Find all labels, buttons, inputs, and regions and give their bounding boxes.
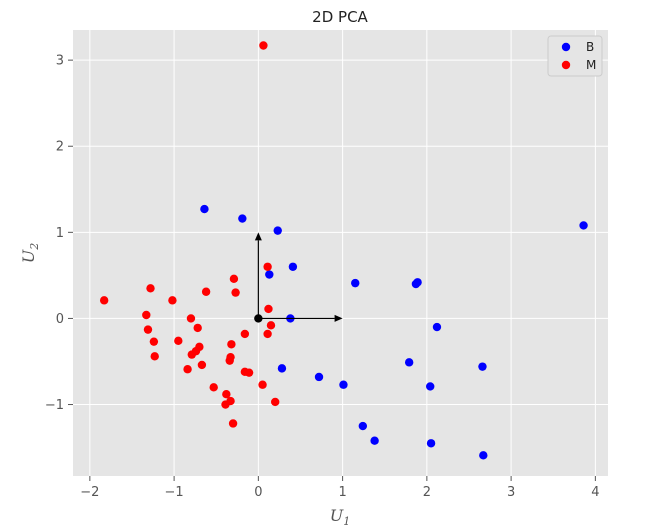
data-point-b xyxy=(314,372,324,382)
x-tick-label: −1 xyxy=(165,485,184,500)
data-point-m xyxy=(244,368,254,377)
data-point-m xyxy=(225,356,234,365)
data-point-b xyxy=(351,278,360,288)
data-point-b xyxy=(277,364,287,373)
data-point-m xyxy=(149,337,159,346)
data-point-m xyxy=(240,329,250,339)
data-point-b xyxy=(432,322,442,332)
data-point-b xyxy=(358,421,368,431)
data-point-m xyxy=(197,360,207,370)
data-point-m xyxy=(142,310,151,320)
legend-label-m: M xyxy=(586,58,596,72)
data-point-b xyxy=(265,270,274,279)
data-point-m xyxy=(174,336,183,346)
data-point-m xyxy=(263,262,272,271)
data-point-b xyxy=(426,382,435,391)
data-point-m xyxy=(259,41,268,50)
y-tick-label: −1 xyxy=(45,398,64,413)
data-point-b xyxy=(413,278,422,287)
data-point-m xyxy=(146,284,155,293)
data-point-m xyxy=(263,329,272,339)
data-point-b xyxy=(479,451,488,460)
arrow-head xyxy=(334,314,343,322)
data-points xyxy=(99,41,588,460)
y-tick-label: 2 xyxy=(56,140,64,155)
plot-background xyxy=(73,30,608,476)
data-point-m xyxy=(183,365,192,374)
data-point-m xyxy=(201,287,211,296)
data-point-m xyxy=(186,314,196,323)
x-axis-label: U1 xyxy=(330,506,350,528)
data-point-m xyxy=(258,380,267,389)
data-point-b xyxy=(200,204,209,214)
data-point-m xyxy=(227,340,236,349)
data-point-b xyxy=(404,358,414,367)
data-point-b xyxy=(273,226,282,235)
x-axis-label-main: U xyxy=(330,506,344,525)
x-tick-label: 3 xyxy=(507,485,515,500)
data-point-m xyxy=(229,274,239,284)
data-point-m xyxy=(168,296,177,305)
x-axis-ticks: −2 −1 0 1 2 3 4 xyxy=(80,476,600,500)
origin-point xyxy=(254,314,263,323)
x-tick-label: 1 xyxy=(338,485,346,500)
x-tick-label: 2 xyxy=(423,485,431,500)
legend-label-b: B xyxy=(586,40,594,54)
data-point-m xyxy=(264,304,273,314)
x-axis-label-sub: 1 xyxy=(343,515,350,528)
pc-arrows xyxy=(254,232,343,323)
y-axis-ticks: −1 0 1 2 3 xyxy=(45,54,73,413)
data-point-m xyxy=(143,325,153,334)
legend-box xyxy=(547,35,603,77)
data-point-m xyxy=(193,323,202,333)
legend-marker-b xyxy=(561,42,571,52)
legend: B M xyxy=(547,35,603,77)
data-point-m xyxy=(221,400,230,409)
x-tick-label: 0 xyxy=(254,485,262,500)
data-point-b xyxy=(288,262,298,271)
y-tick-label: 1 xyxy=(56,226,64,241)
data-point-b xyxy=(370,436,379,445)
x-tick-label: 4 xyxy=(591,485,599,500)
y-axis-label: U2 xyxy=(19,243,41,263)
legend-marker-m xyxy=(561,60,571,70)
data-point-m xyxy=(231,288,240,297)
data-point-m xyxy=(228,419,238,428)
data-point-m xyxy=(150,352,159,361)
data-point-m xyxy=(187,350,196,359)
data-point-m xyxy=(209,383,218,392)
data-point-m xyxy=(99,296,109,305)
data-point-b xyxy=(426,439,436,448)
data-point-m xyxy=(271,397,280,407)
y-axis-label-sub: 2 xyxy=(28,243,41,251)
data-point-b xyxy=(579,221,588,230)
y-tick-label: 0 xyxy=(56,312,64,327)
x-tick-label: −2 xyxy=(80,485,99,500)
data-point-b xyxy=(238,214,247,223)
y-tick-label: 3 xyxy=(56,54,64,69)
arrow-head xyxy=(254,232,262,241)
data-point-m xyxy=(222,390,231,399)
data-point-m xyxy=(266,321,276,330)
data-point-b xyxy=(339,380,348,389)
chart-title: 2D PCA xyxy=(312,8,368,26)
y-axis-label-main: U xyxy=(19,249,38,263)
data-point-b xyxy=(478,362,487,371)
